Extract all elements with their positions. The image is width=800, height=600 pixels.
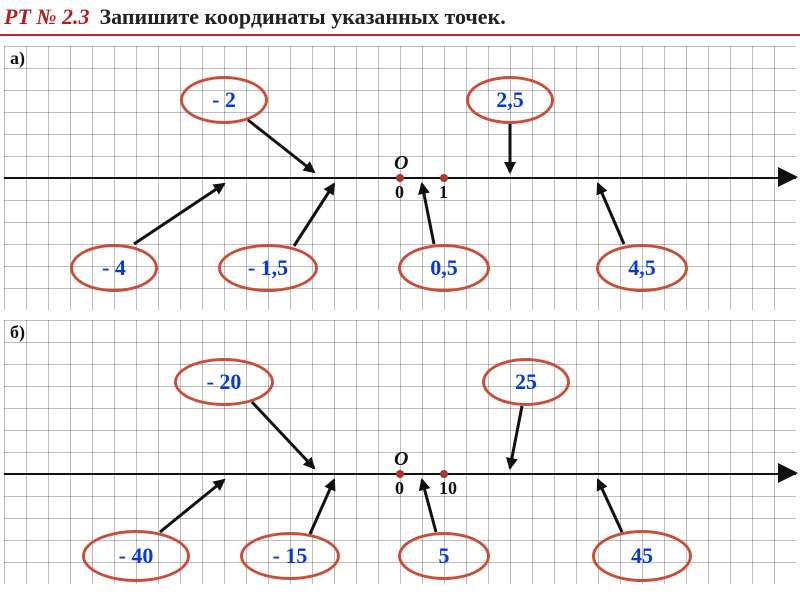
panel-a: а) O 0 1 - 2 2,5 - 4 - 1,5 0,5 4,5 xyxy=(4,46,796,310)
answer-bubble: 25 xyxy=(482,358,570,406)
answer-bubble: - 1,5 xyxy=(218,244,318,292)
bubble-value: - 4 xyxy=(102,255,126,281)
answer-bubble: 4,5 xyxy=(596,244,688,292)
tick-0-label: 0 xyxy=(395,182,404,203)
pointer-arrow xyxy=(252,402,314,468)
answer-bubble: - 2 xyxy=(180,76,268,124)
tick-dot xyxy=(396,470,404,478)
bubble-value: 5 xyxy=(439,543,450,569)
pointer-arrow xyxy=(310,480,334,534)
pointer-arrow xyxy=(160,480,224,532)
title-prefix: РТ № 2.3 xyxy=(4,4,90,30)
bubble-value: - 15 xyxy=(273,543,308,569)
panels-container: а) O 0 1 - 2 2,5 - 4 - 1,5 0,5 4,5 б) O 0 10 - 20 25 - 4… xyxy=(0,46,800,584)
bubble-value: 2,5 xyxy=(496,87,524,113)
axis-arrowhead-icon xyxy=(778,463,798,483)
pointer-arrow xyxy=(248,120,314,172)
bubble-value: 0,5 xyxy=(430,255,458,281)
pointer-arrow xyxy=(294,184,334,246)
pointer-arrow xyxy=(510,406,522,468)
answer-bubble: 5 xyxy=(398,532,490,580)
title-bar: РТ № 2.3 Запишите координаты указанных т… xyxy=(0,0,800,36)
answer-bubble: - 40 xyxy=(82,530,190,582)
tick-unit-label: 1 xyxy=(439,182,448,203)
bubble-value: 4,5 xyxy=(628,255,656,281)
pointer-arrow xyxy=(598,480,622,532)
bubble-value: - 2 xyxy=(212,87,236,113)
origin-O-label: O xyxy=(394,152,408,175)
bubble-value: - 40 xyxy=(119,543,154,569)
pointer-arrow xyxy=(422,480,436,532)
answer-bubble: - 20 xyxy=(174,358,274,406)
tick-unit-label: 10 xyxy=(439,478,457,499)
answer-bubble: 45 xyxy=(592,530,692,582)
bubble-value: - 1,5 xyxy=(248,255,288,281)
tick-dot xyxy=(440,174,448,182)
origin-O-label: O xyxy=(394,448,408,471)
bubble-value: 45 xyxy=(631,543,653,569)
panel-b: б) O 0 10 - 20 25 - 40 - 15 5 45 xyxy=(4,320,796,584)
pointer-arrow xyxy=(598,184,624,244)
pointer-arrow xyxy=(422,184,434,244)
answer-bubble: - 15 xyxy=(240,532,340,580)
tick-dot xyxy=(440,470,448,478)
title-text: Запишите координаты указанных точек. xyxy=(100,4,506,30)
tick-0-label: 0 xyxy=(395,478,404,499)
part-label: а) xyxy=(10,48,25,69)
answer-bubble: 2,5 xyxy=(466,76,554,124)
axis-arrowhead-icon xyxy=(778,167,798,187)
pointer-arrow xyxy=(134,184,224,244)
tick-dot xyxy=(396,174,404,182)
answer-bubble: - 4 xyxy=(70,244,158,292)
answer-bubble: 0,5 xyxy=(398,244,490,292)
bubble-value: - 20 xyxy=(207,369,242,395)
bubble-value: 25 xyxy=(515,369,537,395)
part-label: б) xyxy=(10,322,25,343)
